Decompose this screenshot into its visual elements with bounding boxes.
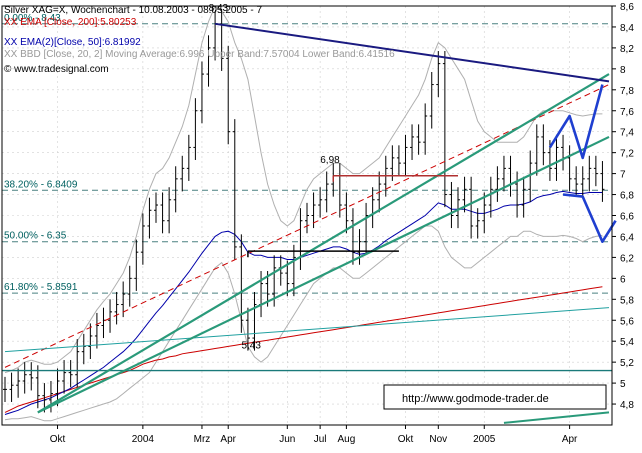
watermark: © www.tradesignal.com xyxy=(4,64,109,75)
bollinger-lower xyxy=(4,225,603,422)
y-tick-label: 7 xyxy=(620,170,626,181)
price-annotation: 6,98 xyxy=(320,155,340,166)
indicator-lines xyxy=(4,190,603,415)
annotations: 0.00% - 8.43 38.20% - 6.8409 50.00% - 6.35… xyxy=(4,3,340,351)
price-annotation: 5,43 xyxy=(241,341,261,352)
y-tick-label: 7,8 xyxy=(620,86,634,97)
y-tick-label: 6 xyxy=(620,274,626,285)
x-tick-label: Nov xyxy=(429,434,447,445)
source-box: http://www.godmode-trader.de xyxy=(383,384,607,410)
red-dashed-trendline xyxy=(4,84,610,368)
fibonacci-label: 38.20% - 6.8409 xyxy=(4,179,78,190)
y-tick-label: 8,4 xyxy=(620,23,634,34)
y-tick-label: 5,2 xyxy=(620,358,634,369)
legend-ema50: XX EMA(2)[Close, 50]:6.81992 xyxy=(4,37,141,48)
y-tick-label: 5,6 xyxy=(620,316,634,327)
projection-up-path xyxy=(548,84,604,160)
fibonacci-label: 0.00% - 8.43 xyxy=(4,13,61,24)
resistance-trendline xyxy=(214,22,610,83)
price-annotation: 8,43 xyxy=(209,3,229,14)
legend-ema200: XX EMA [Close, 200]:5.80253 xyxy=(4,17,137,28)
ema200-line xyxy=(4,286,603,413)
projection-down-path xyxy=(562,193,617,243)
source-box-text: http://www.godmode-trader.de xyxy=(402,393,549,405)
x-tick-label: Apr xyxy=(220,434,236,445)
bottom-trendline xyxy=(503,411,610,424)
y-tick-label: 5,8 xyxy=(620,295,634,306)
axes: 8,6 8,4 8,2 8 7,8 7,6 7,4 7,2 7 6,8 6,6 6,4 6,2 6 5,8 5… xyxy=(1,2,634,445)
y-tick-label: 5,4 xyxy=(620,337,634,348)
y-tick-label: 7,4 xyxy=(620,128,634,139)
bollinger-bands xyxy=(4,5,603,422)
y-tick-label: 6,6 xyxy=(620,212,634,223)
fibonacci-label: 50.00% - 6.35 xyxy=(4,231,67,242)
legend: Silver XAG=X, Wochenchart - 10.08.2003 -… xyxy=(4,5,395,75)
x-tick-label: Jul xyxy=(314,434,327,445)
y-tick-label: 6,4 xyxy=(620,232,634,243)
y-tick-label: 8,6 xyxy=(620,2,634,13)
bollinger-upper xyxy=(4,5,603,374)
y-tick-label: 7,2 xyxy=(620,149,634,160)
support-trendline xyxy=(37,73,610,414)
x-tick-label: 2005 xyxy=(473,434,496,445)
x-tick-label: Okt xyxy=(50,434,66,445)
x-tick-label: Jun xyxy=(279,434,295,445)
y-tick-label: 4,8 xyxy=(620,400,634,411)
x-tick-label: Aug xyxy=(337,434,355,445)
x-tick-label: Apr xyxy=(562,434,578,445)
x-tick-label: Mrz xyxy=(194,434,211,445)
source-box-frame xyxy=(383,384,607,410)
y-tick-label: 7,6 xyxy=(620,107,634,118)
y-tick-label: 8,2 xyxy=(620,44,634,55)
fibonacci-label: 61.80% - 5.8591 xyxy=(4,282,78,293)
y-tick-label: 6,2 xyxy=(620,253,634,264)
support-trendline xyxy=(37,135,610,414)
y-tick-label: 8 xyxy=(620,65,626,76)
chart-title: Silver XAG=X, Wochenchart - 10.08.2003 -… xyxy=(4,5,262,16)
legend-bbd: XX BBD [Close, 20, 2] Moving Average:6.9… xyxy=(4,49,395,60)
x-tick-label: 2004 xyxy=(132,434,155,445)
y-tick-label: 5 xyxy=(620,379,626,390)
x-tick-label: Okt xyxy=(398,434,414,445)
trendlines xyxy=(2,22,617,424)
ema50-line xyxy=(4,190,603,415)
long-support-trendline xyxy=(4,307,610,353)
y-tick-label: 6,8 xyxy=(620,191,634,202)
